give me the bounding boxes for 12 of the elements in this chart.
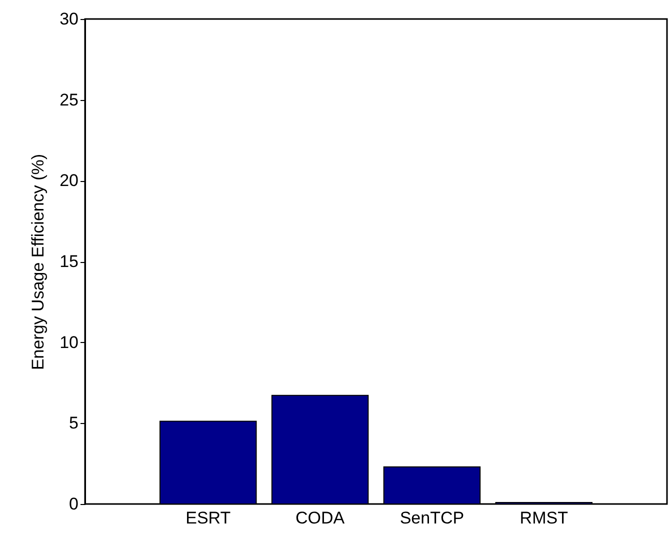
y-tick-label: 15 <box>60 252 78 271</box>
y-tick-label: 20 <box>60 171 78 190</box>
x-tick-label: SenTCP <box>400 508 464 528</box>
y-tick-label: 10 <box>60 332 78 352</box>
y-tick-label: 30 <box>60 10 78 28</box>
y-axis-title: Energy Usage Efficiency (%) <box>28 154 48 370</box>
y-tick-label: 0 <box>69 494 78 514</box>
x-tick-label: RMST <box>520 508 568 528</box>
x-tick-label: CODA <box>295 508 346 528</box>
y-tick-label: 5 <box>69 414 78 433</box>
x-tick-label: ESRT <box>186 508 231 528</box>
y-tick-label: 25 <box>60 90 78 110</box>
